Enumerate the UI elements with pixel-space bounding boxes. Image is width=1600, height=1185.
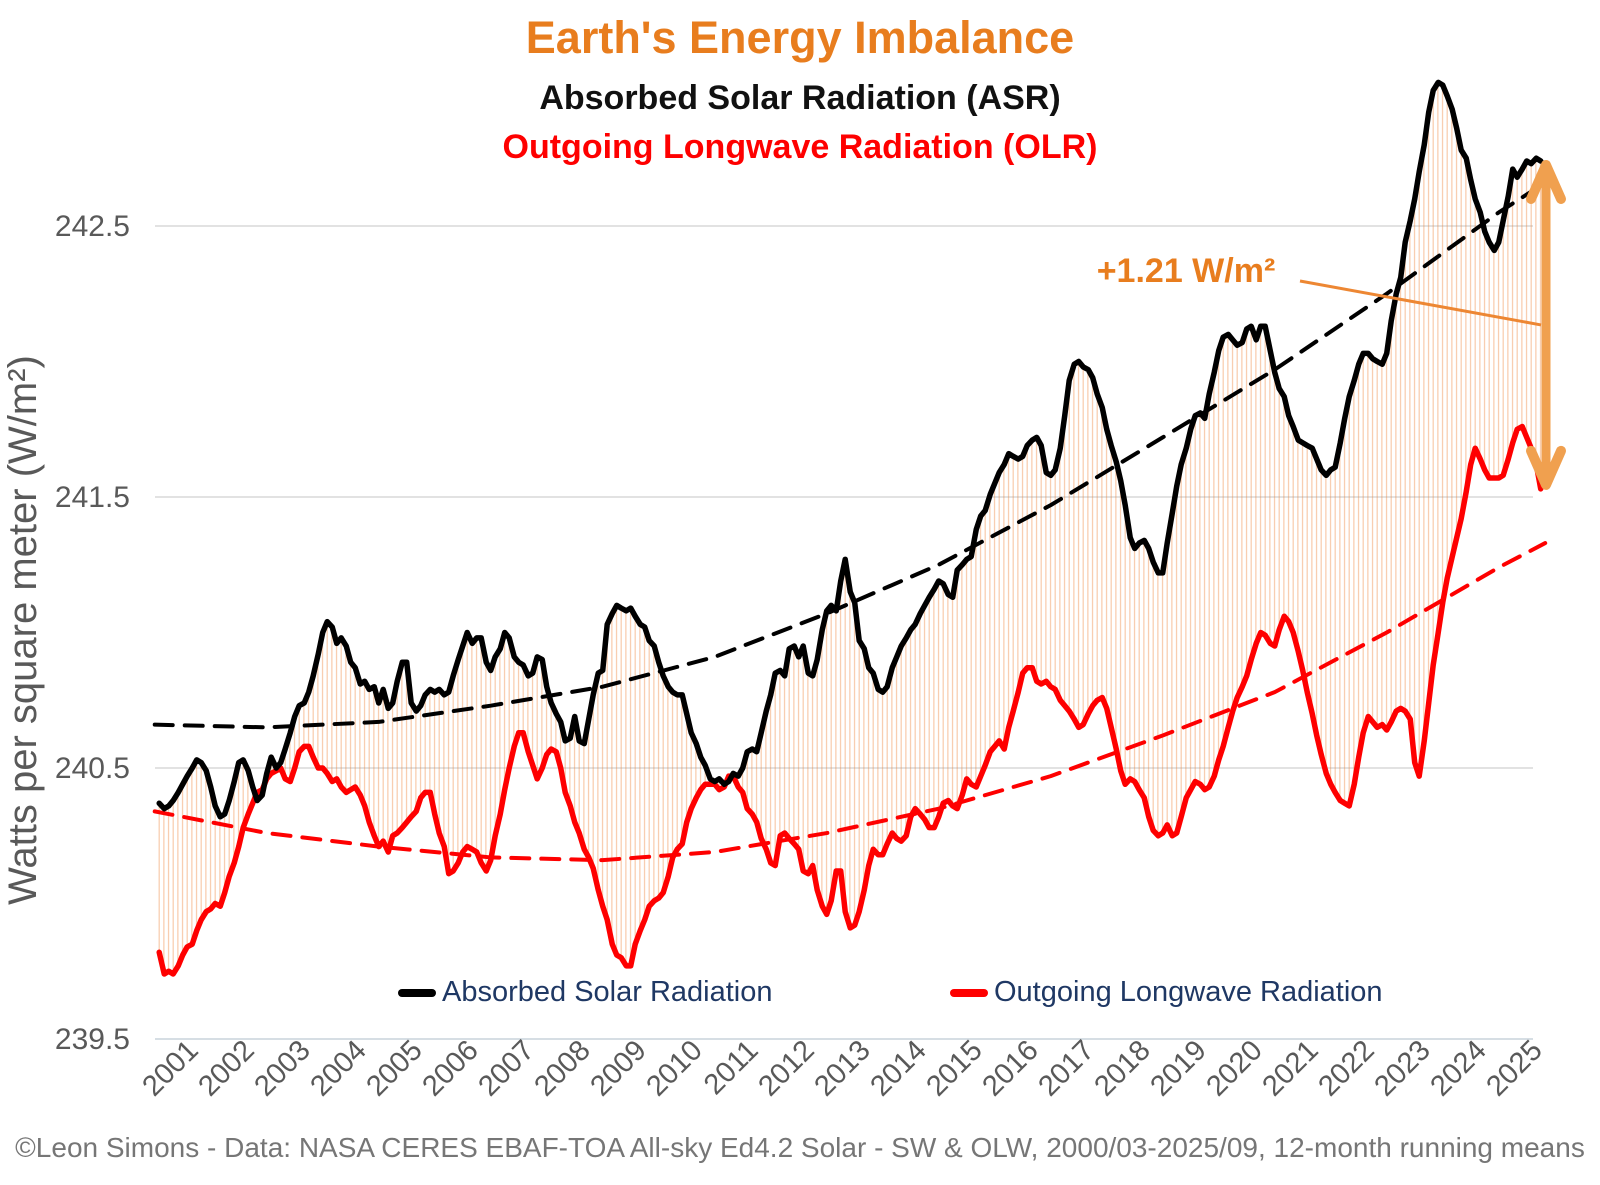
x-axis-tick-labels: 2001200220032004200520062007200820092010… (136, 1034, 1548, 1102)
source-credit: ©Leon Simons - Data: NASA CERES EBAF-TOA… (15, 1132, 1585, 1163)
svg-text:2019: 2019 (1144, 1034, 1212, 1102)
arrow-head-up (1526, 159, 1566, 204)
svg-text:2004: 2004 (304, 1034, 372, 1102)
svg-text:240.5: 240.5 (55, 752, 130, 785)
svg-text:2007: 2007 (472, 1034, 540, 1102)
legend-item-asr: Absorbed Solar Radiation (398, 976, 772, 1009)
chart-subtitle-olr: Outgoing Longwave Radiation (OLR) (502, 128, 1098, 166)
svg-text:2003: 2003 (248, 1034, 316, 1102)
svg-text:2021: 2021 (1256, 1034, 1324, 1102)
svg-text:2020: 2020 (1200, 1034, 1268, 1102)
svg-text:2025: 2025 (1480, 1034, 1548, 1102)
chart-subtitle-asr: Absorbed Solar Radiation (ASR) (539, 79, 1061, 117)
svg-text:241.5: 241.5 (55, 481, 130, 514)
svg-text:2008: 2008 (528, 1034, 596, 1102)
asr-series-line (156, 79, 1544, 820)
imbalance-arrow (1299, 159, 1566, 490)
gridlines (155, 225, 1533, 1040)
svg-text:2014: 2014 (864, 1034, 932, 1102)
svg-text:2001: 2001 (136, 1034, 204, 1102)
olr-line-swatch (950, 988, 988, 997)
svg-text:2013: 2013 (808, 1034, 876, 1102)
svg-text:2012: 2012 (752, 1034, 820, 1102)
arrow-head-down (1526, 445, 1566, 490)
svg-text:2005: 2005 (360, 1034, 428, 1102)
svg-text:2015: 2015 (920, 1034, 988, 1102)
svg-text:2002: 2002 (192, 1034, 260, 1102)
legend-label-asr: Absorbed Solar Radiation (442, 976, 773, 1008)
y-axis-title: Watts per square meter (W/m²) (1, 355, 45, 905)
svg-text:2009: 2009 (584, 1034, 652, 1102)
svg-text:2011: 2011 (698, 1034, 765, 1101)
y-axis-title: Watts per square meter (W/m²) (1, 355, 45, 905)
annotation-leader-line (1299, 279, 1542, 327)
chart-title: Earth's Energy Imbalance (525, 12, 1075, 63)
y-axis-tick-labels: 239.5 240.5 241.5 242.5 (55, 210, 130, 1056)
svg-text:2023: 2023 (1368, 1034, 1436, 1102)
hatch-fill-between-series (158, 82, 1542, 974)
asr-line-swatch (398, 988, 436, 997)
legend-label-olr: Outgoing Longwave Radiation (994, 976, 1383, 1008)
svg-text:2018: 2018 (1088, 1034, 1156, 1102)
svg-text:242.5: 242.5 (55, 210, 130, 243)
svg-text:2017: 2017 (1032, 1034, 1100, 1102)
svg-text:2016: 2016 (976, 1034, 1044, 1102)
svg-text:2006: 2006 (416, 1034, 484, 1102)
trend-lines (152, 180, 1548, 863)
imbalance-annotation: +1.21 W/m² (1096, 252, 1276, 290)
olr-series-line (156, 423, 1544, 977)
svg-text:2022: 2022 (1312, 1034, 1380, 1102)
svg-text:2010: 2010 (640, 1034, 708, 1102)
legend-item-olr: Outgoing Longwave Radiation (950, 976, 1383, 1009)
svg-text:239.5: 239.5 (55, 1023, 130, 1056)
svg-text:2024: 2024 (1424, 1034, 1492, 1102)
